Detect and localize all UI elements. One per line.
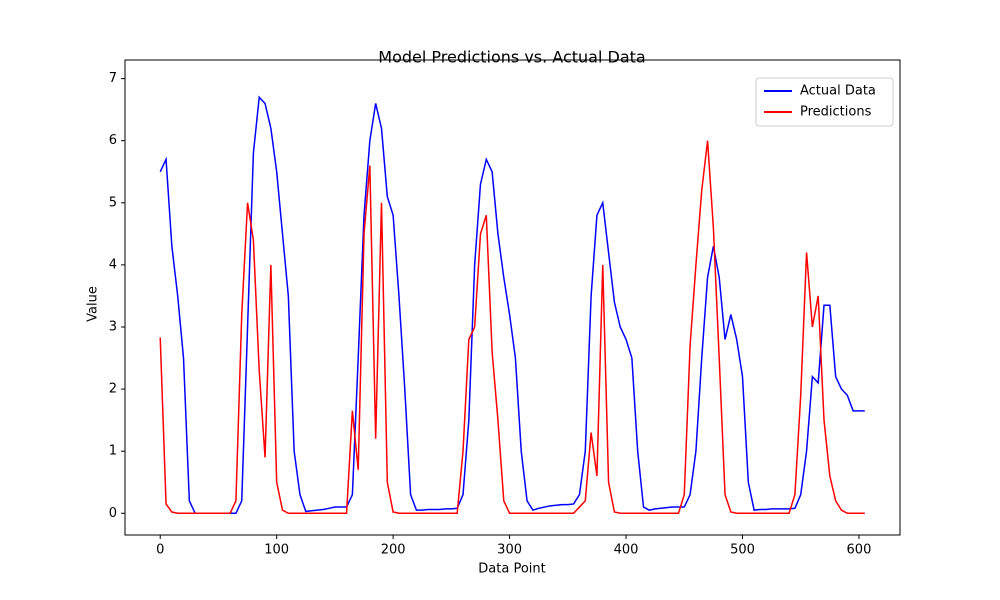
y-tick-label: 7 xyxy=(109,71,117,86)
legend-label: Predictions xyxy=(800,105,872,120)
y-tick-label: 0 xyxy=(109,506,117,521)
y-tick-label: 5 xyxy=(109,195,117,210)
y-tick-label: 6 xyxy=(109,133,117,148)
legend-label: Actual Data xyxy=(800,84,876,99)
x-tick-label: 0 xyxy=(156,543,164,558)
x-axis-label: Data Point xyxy=(478,562,545,577)
x-tick-label: 300 xyxy=(497,543,522,558)
series-line xyxy=(159,140,865,515)
x-tick-label: 100 xyxy=(264,543,289,558)
plot-frame xyxy=(124,59,901,536)
x-tick-label: 200 xyxy=(381,543,406,558)
chart-title: Model Predictions vs. Actual Data xyxy=(378,48,645,67)
series-line xyxy=(159,95,865,515)
x-tick-label: 400 xyxy=(614,543,639,558)
y-tick-label: 4 xyxy=(109,257,117,272)
y-tick-label: 3 xyxy=(109,319,117,334)
x-tick-label: 500 xyxy=(730,543,755,558)
y-axis-label: Value xyxy=(86,286,101,322)
y-tick-label: 2 xyxy=(109,382,117,397)
y-tick-label: 1 xyxy=(109,444,117,459)
x-tick-label: 600 xyxy=(847,543,872,558)
